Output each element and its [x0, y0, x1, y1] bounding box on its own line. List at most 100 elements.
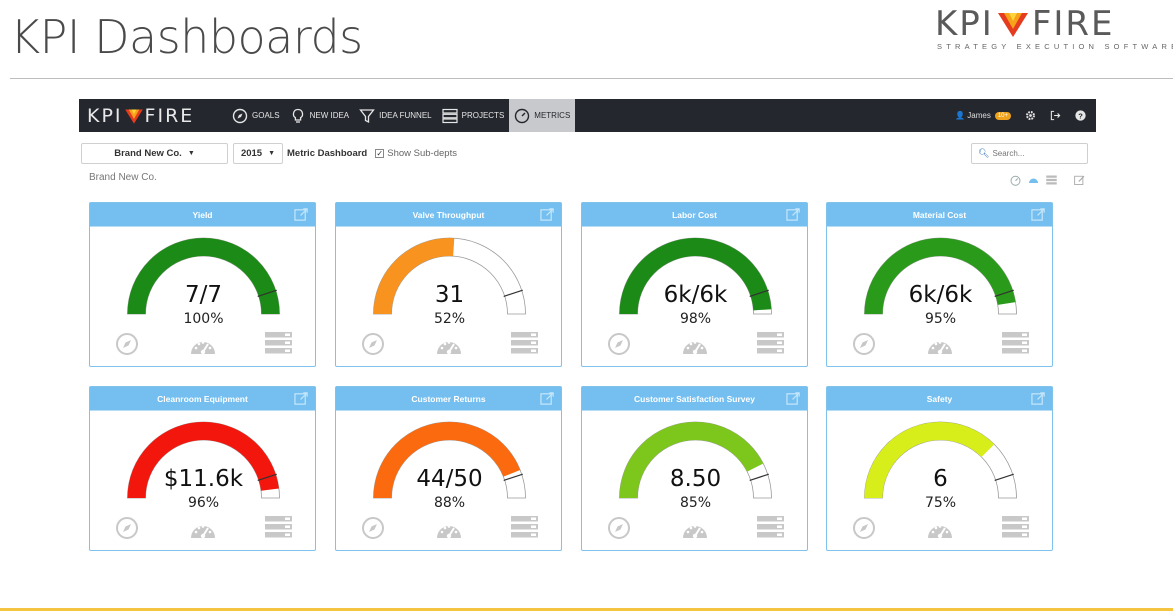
compass-icon[interactable] [607, 516, 631, 540]
speedometer-icon[interactable] [435, 332, 463, 356]
metric-value: 6 [933, 466, 948, 492]
list-view-icon[interactable] [1045, 174, 1058, 186]
metric-card-header: Yield [90, 203, 315, 227]
gear-icon[interactable] [1025, 110, 1036, 121]
company-select-value: Brand New Co. [114, 148, 182, 159]
metric-cards: Yield 7/7 100% [89, 202, 1053, 551]
gauge-view-icon[interactable] [1009, 174, 1022, 186]
nav-metrics[interactable]: Metrics [509, 99, 576, 132]
flame-icon [997, 13, 1028, 37]
list-icon[interactable] [265, 516, 292, 538]
metric-card-actions [827, 516, 1052, 540]
title-divider [10, 78, 1173, 79]
logout-icon[interactable] [1050, 110, 1061, 121]
metric-card-header: Valve Throughput [336, 203, 561, 227]
metric-card[interactable]: Labor Cost 6k/6k 98% [581, 202, 808, 367]
gauge-fill [127, 238, 280, 314]
compass-icon[interactable] [607, 332, 631, 356]
compass-icon[interactable] [115, 516, 139, 540]
speedometer-icon[interactable] [189, 516, 217, 540]
list-icon[interactable] [757, 516, 784, 538]
help-icon[interactable]: ? [1075, 110, 1086, 121]
metric-percent: 75% [924, 495, 957, 511]
compass-icon[interactable] [115, 332, 139, 356]
speedometer-view-icon[interactable] [1027, 174, 1040, 186]
list-icon[interactable] [757, 332, 784, 354]
gauge-target-tick [503, 473, 523, 481]
compass-icon[interactable] [361, 516, 385, 540]
user-name: James [967, 111, 991, 120]
projects-icon [442, 108, 458, 123]
breadcrumb: Brand New Co. [89, 172, 157, 183]
speedometer-icon[interactable] [681, 332, 709, 356]
external-link-icon[interactable] [1031, 207, 1046, 222]
view-switcher [1009, 174, 1086, 186]
metric-card[interactable]: Safety 6 75% [826, 386, 1053, 551]
search-input[interactable] [992, 149, 1083, 158]
caret-down-icon: ▼ [187, 150, 195, 157]
caret-down-icon: ▼ [268, 150, 276, 157]
edit-icon[interactable] [1073, 174, 1086, 186]
metric-card[interactable]: Customer Returns 44/50 88% [335, 386, 562, 551]
compass-icon[interactable] [852, 332, 876, 356]
list-icon[interactable] [1002, 332, 1029, 354]
metric-card-actions [90, 332, 315, 356]
external-link-icon[interactable] [786, 391, 801, 406]
metric-title: Labor Cost [672, 209, 717, 220]
user-menu[interactable]: 👤 James 10+ [955, 111, 1011, 120]
metric-card[interactable]: Material Cost 6k/6k 95% [826, 202, 1053, 367]
nav-goals[interactable]: Goals [227, 99, 285, 132]
metric-card-actions [827, 332, 1052, 356]
list-icon[interactable] [511, 332, 538, 354]
app-logo[interactable]: KPI FIRE [79, 105, 227, 127]
app-logo-right: FIRE [144, 104, 195, 127]
show-subdepts-toggle[interactable]: ✓ Show Sub-depts [375, 148, 457, 159]
speedometer-icon[interactable] [926, 332, 954, 356]
nav-new-idea[interactable]: New Idea [285, 99, 355, 132]
nav-idea-funnel[interactable]: Idea Funnel [354, 99, 436, 132]
metric-gauge [619, 237, 772, 315]
metric-title: Yield [192, 209, 213, 220]
compass-icon[interactable] [361, 332, 385, 356]
speedometer-icon[interactable] [926, 516, 954, 540]
compass-icon[interactable] [852, 516, 876, 540]
metric-card[interactable]: Yield 7/7 100% [89, 202, 316, 367]
compass-icon [232, 108, 248, 123]
nav-projects[interactable]: Projects [437, 99, 510, 132]
funnel-icon [359, 108, 375, 123]
list-icon[interactable] [1002, 516, 1029, 538]
metric-percent: 52% [433, 311, 466, 327]
show-subdepts-checkbox[interactable]: ✓ [375, 149, 385, 158]
metric-card-header: Safety [827, 387, 1052, 411]
speedometer-icon[interactable] [681, 516, 709, 540]
gauge-target-tick [257, 289, 277, 297]
list-icon[interactable] [511, 516, 538, 538]
external-link-icon[interactable] [540, 391, 555, 406]
list-icon[interactable] [265, 332, 292, 354]
metric-card[interactable]: Customer Satisfaction Survey 8.50 85% [581, 386, 808, 551]
gauge-target-tick [749, 473, 769, 481]
external-link-icon[interactable] [294, 207, 309, 222]
metric-card[interactable]: Valve Throughput 31 52% [335, 202, 562, 367]
metric-title: Customer Returns [411, 393, 486, 404]
metric-percent: 100% [183, 311, 224, 327]
metric-card-header: Customer Returns [336, 387, 561, 411]
external-link-icon[interactable] [540, 207, 555, 222]
search-box[interactable]: 🔍︎ [971, 143, 1088, 164]
external-link-icon[interactable] [1031, 391, 1046, 406]
speedometer-icon[interactable] [189, 332, 217, 356]
speedometer-icon[interactable] [435, 516, 463, 540]
metric-card-actions [90, 516, 315, 540]
nav-goals-label: Goals [252, 111, 280, 120]
gauge-target-tick [994, 289, 1014, 297]
gauge-fill [127, 422, 279, 498]
metric-card-header: Material Cost [827, 203, 1052, 227]
external-link-icon[interactable] [786, 207, 801, 222]
year-select[interactable]: 2015 ▼ [233, 143, 283, 164]
metric-card[interactable]: Cleanroom Equipment $11.6k 96% [89, 386, 316, 551]
external-link-icon[interactable] [294, 391, 309, 406]
metric-gauge [127, 421, 280, 499]
gauge-fill [373, 422, 521, 498]
company-select[interactable]: Brand New Co. ▼ [81, 143, 228, 164]
notification-badge: 10+ [994, 111, 1011, 120]
